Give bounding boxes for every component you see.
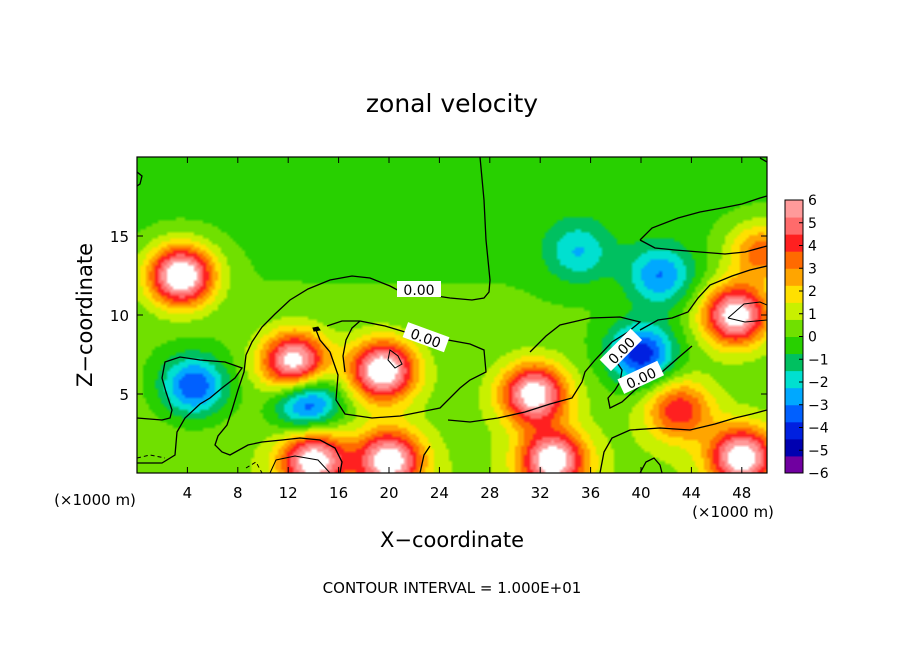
contour-interval-note: CONTOUR INTERVAL = 1.000E+01 [323, 579, 582, 597]
colorbar: 6 5 4 3 2 1 0 −1 −2 −3 −4 −5 −6 [784, 193, 829, 482]
colorbar-swatch [785, 285, 803, 303]
colorbar-swatch [785, 200, 803, 218]
x-tick-label: 36 [581, 484, 600, 502]
colorbar-label: −2 [808, 375, 829, 391]
x-tick-label: 12 [279, 484, 298, 502]
chart-title: zonal velocity [366, 89, 538, 118]
colorbar-swatch [785, 336, 803, 355]
colorbar-label: 0 [808, 330, 817, 346]
y-tick-label: 15 [110, 228, 129, 246]
colorbar-swatch [785, 438, 803, 457]
colorbar-label: 5 [808, 216, 817, 232]
inner-contour-lines [137, 301, 767, 473]
colorbar-swatch [785, 421, 803, 440]
colorbar-label: −5 [808, 443, 829, 459]
x-tick-label: 28 [480, 484, 499, 502]
y-units-label: (×1000 m) [54, 491, 136, 509]
colorbar-swatch [785, 302, 803, 320]
y-tick-label: 10 [110, 307, 129, 325]
colorbar-swatch [785, 319, 803, 337]
x-tick-label: 48 [732, 484, 751, 502]
colorbar-swatch [785, 251, 803, 269]
colorbar-swatch [785, 370, 803, 389]
x-tick-label: 8 [233, 484, 243, 502]
colorbar-swatch [785, 404, 803, 423]
x-axis: 4 8 12 16 20 24 28 32 36 40 44 48 [183, 157, 751, 502]
colorbar-swatch [785, 387, 803, 406]
x-axis-label: X−coordinate [380, 528, 524, 552]
x-tick-label: 16 [329, 484, 348, 502]
colorbar-label: −4 [808, 421, 829, 437]
x-tick-label: 32 [531, 484, 550, 502]
colorbar-swatch [785, 268, 803, 286]
colorbar-swatch [785, 353, 803, 372]
colorbar-swatch [785, 217, 803, 235]
colorbar-label: −6 [808, 466, 829, 482]
y-axis: 5 10 15 [110, 228, 767, 404]
colorbar-label: 3 [808, 261, 817, 277]
x-tick-label: 20 [379, 484, 398, 502]
y-axis-label: Z−coordinate [73, 243, 97, 387]
velocity-field [137, 157, 767, 473]
contour-label: 0.00 [397, 281, 441, 299]
colorbar-swatch [785, 455, 803, 474]
x-units-label: (×1000 m) [692, 503, 774, 521]
contour-label-text: 0.00 [403, 283, 434, 299]
colorbar-label: 2 [808, 284, 817, 300]
x-tick-label: 40 [631, 484, 650, 502]
colorbar-label: −1 [808, 352, 829, 368]
x-tick-label: 4 [183, 484, 193, 502]
colorbar-label: 6 [808, 193, 817, 209]
colorbar-label: 1 [808, 307, 817, 323]
colorbar-swatch [785, 234, 803, 252]
colorbar-label: 4 [808, 239, 817, 255]
colorbar-label: −3 [808, 398, 829, 414]
x-tick-label: 44 [682, 484, 701, 502]
x-tick-label: 24 [430, 484, 449, 502]
y-tick-label: 5 [119, 386, 129, 404]
zero-contour-lines [137, 157, 767, 473]
